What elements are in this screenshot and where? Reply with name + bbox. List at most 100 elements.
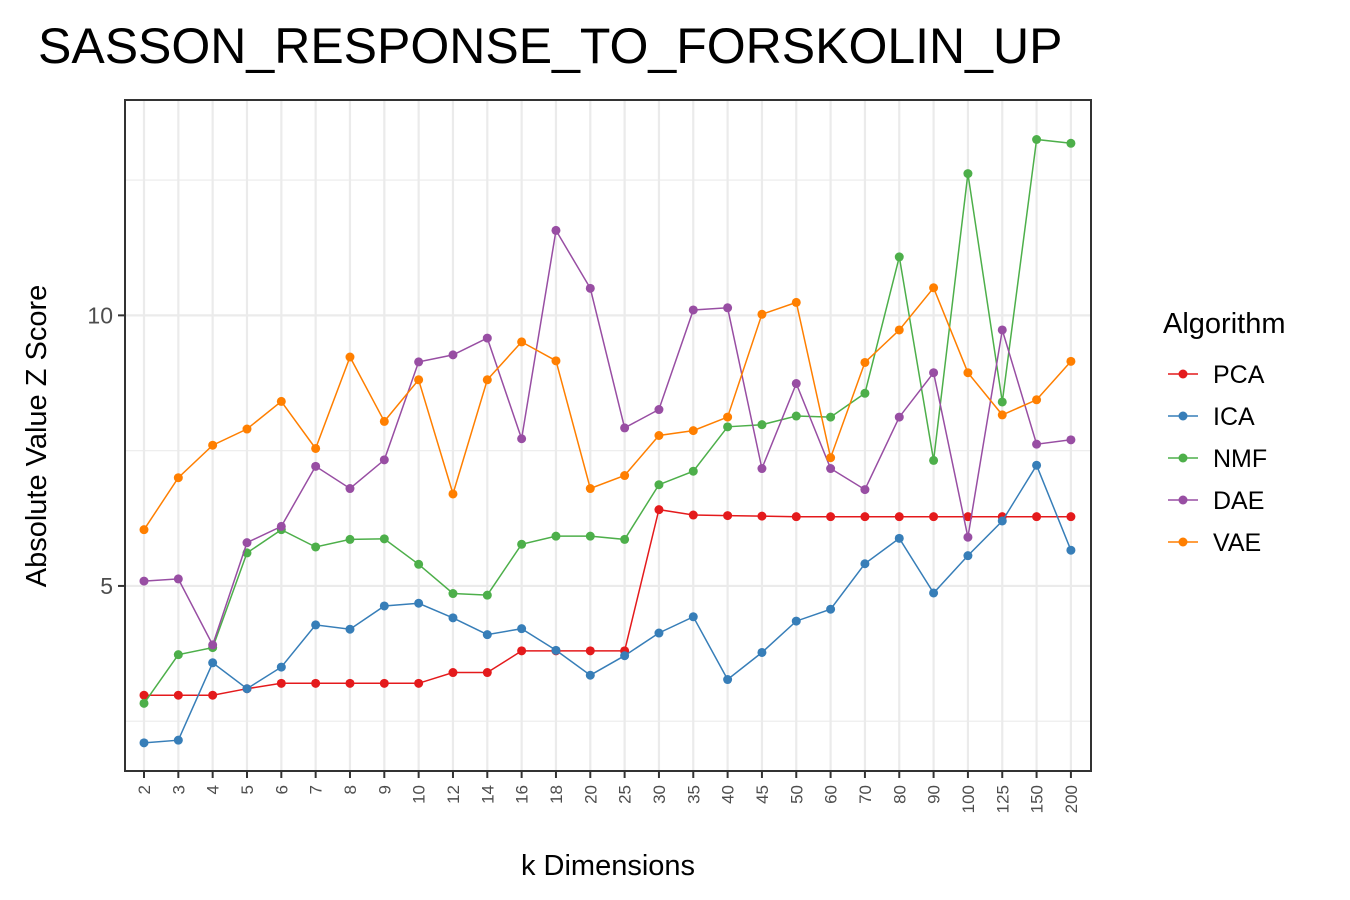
data-point-ica: [929, 588, 939, 598]
data-point-dae: [482, 333, 492, 343]
data-point-pca: [723, 511, 733, 521]
x-tick-label: 3: [169, 785, 188, 794]
data-point-dae: [894, 412, 904, 422]
legend-label: ICA: [1213, 403, 1255, 431]
x-tick-label: 70: [856, 785, 875, 804]
x-tick-label: 7: [307, 785, 326, 794]
x-tick-label: 100: [959, 785, 978, 813]
data-point-pca: [448, 668, 458, 678]
x-tick-label: 40: [719, 785, 738, 804]
data-point-vae: [345, 352, 355, 362]
legend-item-pca: PCA: [1168, 361, 1265, 389]
y-tick-label: 5: [100, 573, 113, 599]
data-point-dae: [654, 405, 664, 415]
data-point-dae: [963, 532, 973, 542]
data-point-vae: [482, 375, 492, 385]
chart-title: SASSON_RESPONSE_TO_FORSKOLIN_UP: [38, 18, 1062, 74]
x-axis-title: k Dimensions: [521, 850, 695, 882]
data-point-vae: [551, 356, 561, 366]
x-tick-label: 60: [822, 785, 841, 804]
data-point-ica: [723, 675, 733, 685]
data-point-ica: [551, 645, 561, 655]
series-ica: [139, 460, 1076, 748]
data-point-nmf: [894, 252, 904, 262]
data-point-vae: [242, 424, 252, 434]
y-tick-label: 10: [87, 302, 113, 328]
x-tick-label: 50: [787, 785, 806, 804]
data-point-nmf: [345, 534, 355, 544]
data-point-nmf: [791, 411, 801, 421]
x-tick-label: 45: [753, 785, 772, 804]
data-point-ica: [379, 601, 389, 611]
data-point-nmf: [551, 531, 561, 541]
data-point-nmf: [688, 466, 698, 476]
data-point-vae: [688, 426, 698, 436]
legend-item-vae: VAE: [1168, 529, 1261, 557]
data-point-nmf: [929, 455, 939, 465]
data-point-nmf: [1066, 138, 1076, 148]
data-point-dae: [276, 521, 286, 531]
data-point-dae: [620, 423, 630, 433]
data-point-dae: [688, 305, 698, 315]
data-point-vae: [963, 368, 973, 378]
x-tick-label: 10: [410, 785, 429, 804]
series-pca: [139, 505, 1076, 700]
data-point-dae: [414, 357, 424, 367]
data-point-dae: [448, 350, 458, 360]
data-point-pca: [517, 646, 527, 656]
x-tick-label: 150: [1028, 785, 1047, 813]
data-point-ica: [345, 624, 355, 634]
series-line-pca: [144, 508, 1071, 696]
data-point-pca: [894, 512, 904, 522]
legend-label: DAE: [1213, 487, 1264, 515]
data-point-vae: [208, 440, 218, 450]
data-point-pca: [929, 512, 939, 522]
x-tick-label: 25: [616, 785, 635, 804]
data-point-nmf: [414, 559, 424, 569]
data-point-ica: [997, 516, 1007, 526]
legend-item-nmf: NMF: [1168, 445, 1267, 473]
x-tick-label: 4: [204, 785, 223, 794]
data-point-vae: [311, 443, 321, 453]
data-point-vae: [276, 396, 286, 406]
legend-title: Algorithm: [1163, 308, 1286, 340]
data-point-nmf: [379, 534, 389, 544]
data-point-dae: [551, 225, 561, 235]
x-axis-ticks: 2 3 4 5 6 7 8 9 10 12 14 16 18 20 25 30 35 40 45 50 60 70 80 90…: [135, 771, 1081, 813]
data-point-nmf: [173, 650, 183, 660]
data-point-ica: [414, 598, 424, 608]
legend-label: NMF: [1213, 445, 1267, 473]
data-point-vae: [826, 453, 836, 463]
data-point-pca: [963, 512, 973, 522]
data-point-nmf: [139, 698, 149, 708]
data-point-pca: [414, 678, 424, 688]
x-tick-label: 6: [272, 785, 291, 794]
data-point-vae: [139, 525, 149, 535]
data-point-nmf: [482, 590, 492, 600]
data-point-pca: [482, 668, 492, 678]
data-point-dae: [242, 538, 252, 548]
data-point-dae: [791, 379, 801, 389]
data-point-nmf: [997, 397, 1007, 407]
data-point-nmf: [826, 412, 836, 422]
x-tick-label: 14: [478, 785, 497, 804]
data-point-ica: [208, 658, 218, 668]
data-point-vae: [414, 375, 424, 385]
data-point-ica: [894, 533, 904, 543]
legend-key-point: [1178, 369, 1188, 379]
data-point-vae: [997, 410, 1007, 420]
data-point-ica: [276, 662, 286, 672]
data-point-ica: [688, 612, 698, 622]
data-point-vae: [379, 416, 389, 426]
x-tick-label: 20: [581, 785, 600, 804]
data-point-ica: [1066, 545, 1076, 555]
data-point-dae: [173, 574, 183, 584]
x-tick-label: 18: [547, 785, 566, 804]
series-line-nmf: [143, 138, 1071, 704]
x-tick-label: 12: [444, 785, 463, 804]
legend-key-point: [1178, 495, 1188, 505]
data-point-dae: [997, 325, 1007, 335]
data-point-pca: [311, 678, 321, 688]
data-point-pca: [757, 511, 767, 521]
